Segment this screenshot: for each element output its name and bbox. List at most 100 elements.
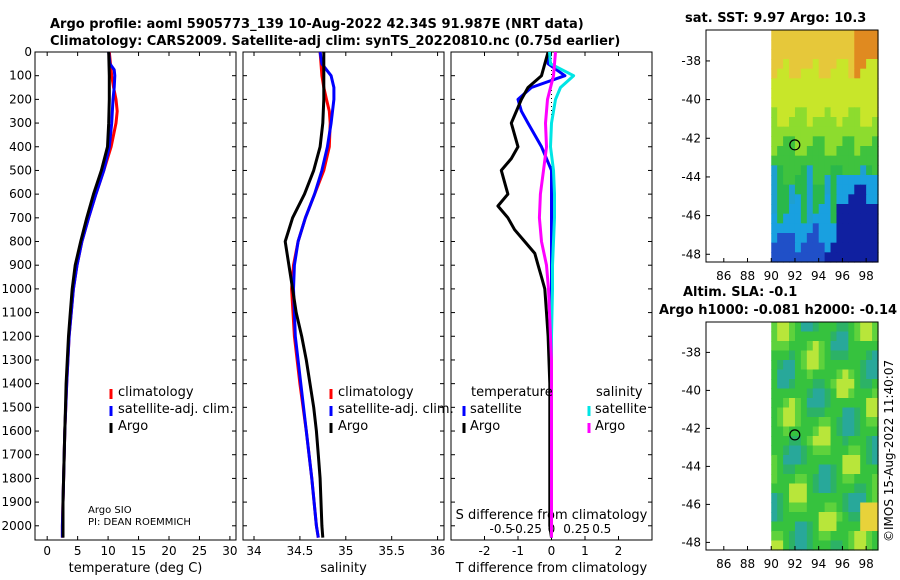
sla-map-cell [854, 474, 861, 485]
difference-xtick-label: 0 [548, 544, 556, 558]
sla-map-cell [848, 331, 855, 342]
sst-map-cell [860, 30, 867, 41]
sst-map-cell [812, 155, 820, 166]
sst-map-cell [860, 97, 867, 108]
sst-map-cell [771, 49, 778, 60]
temperature-xtick-label: 0 [43, 544, 51, 558]
sst-map-cell [854, 107, 861, 118]
sla-map-cell [806, 426, 814, 437]
sst-map-cell [812, 68, 820, 79]
sst-map-cell [789, 97, 796, 108]
sst-map-cell [777, 252, 784, 263]
sst-map-cell [783, 78, 790, 89]
sst-map-cell [794, 242, 802, 253]
sst-map-cell [794, 213, 802, 224]
sla-map-cell [824, 521, 832, 532]
depth-tick-label: 500 [9, 163, 32, 177]
sst-map-cell [771, 204, 778, 215]
sla-map-cell [848, 493, 855, 504]
sla-map-cell [866, 455, 873, 466]
sla-map-cell [794, 341, 802, 352]
sla-map-cell [789, 417, 796, 428]
sst-map-cell [794, 155, 802, 166]
sla-map-cell [836, 521, 844, 532]
sla-map-cell [806, 322, 814, 333]
sla-map-cell [872, 455, 879, 466]
sst-map-cell [866, 242, 873, 253]
depth-tick-label: 700 [9, 211, 32, 225]
sla-map-cell [830, 331, 838, 342]
sst-map-cell [842, 165, 849, 176]
sst-map-cell [872, 223, 879, 234]
sla-map-cell [824, 540, 832, 551]
sst-map-cell [771, 117, 778, 128]
sst-map-cell [777, 204, 784, 215]
sst-map-cell [866, 155, 873, 166]
sst-map-cell [783, 252, 790, 263]
sla-map-cell [794, 464, 802, 475]
sla-map-cell [854, 521, 861, 532]
sla-map-cell [866, 464, 873, 475]
sst-map-cell [836, 88, 844, 99]
sla-map-cell [806, 341, 814, 352]
sla-map-cell [860, 388, 867, 399]
sla-map-cell [800, 407, 808, 418]
sst-map-cell [812, 39, 820, 50]
sla-map-cell [830, 322, 838, 333]
sla-map-cell [872, 502, 879, 513]
sla-map-cell [824, 407, 832, 418]
sla-map-cell [771, 407, 778, 418]
sst-map-cell [830, 175, 838, 186]
sla-map-cell [836, 455, 844, 466]
sla-map-cell [866, 331, 873, 342]
sla-map-cell [836, 426, 844, 437]
sla-map-cell [836, 379, 844, 390]
sla-map-cell [783, 331, 790, 342]
sla-map-cell [783, 445, 790, 456]
sst-map-cell [806, 146, 814, 157]
sst-map-cell [783, 39, 790, 50]
sst-map-cell [818, 223, 826, 234]
sla-map-cell [842, 322, 849, 333]
sla-map-cell [866, 388, 873, 399]
sla-map-cell [836, 388, 844, 399]
sla-map-cell [842, 455, 849, 466]
sla-map-cell [860, 407, 867, 418]
sla-map-cell [872, 464, 879, 475]
sst-map-cell [800, 194, 808, 205]
sla-map-cell [777, 369, 784, 380]
sla-map-cell [818, 445, 826, 456]
sla-map-cell [818, 464, 826, 475]
sst-map-cell [818, 107, 826, 118]
sla-map-cell [771, 417, 778, 428]
sst-map-cell [789, 59, 796, 70]
sst-map-cell [836, 165, 844, 176]
sla-map-cell [800, 369, 808, 380]
sla-map-cell [771, 360, 778, 371]
sla-map-cell [860, 521, 867, 532]
sla-map-cell [830, 341, 838, 352]
sla-map-cell [806, 436, 814, 447]
sla-map-cell [830, 445, 838, 456]
sst-map-cell [866, 30, 873, 41]
sla-map-cell [794, 455, 802, 466]
sst-map-cell [789, 165, 796, 176]
sla-map-cell [824, 369, 832, 380]
sst-map-cell [806, 107, 814, 118]
sst-map-cell [830, 233, 838, 244]
sla-map-cell [800, 521, 808, 532]
sla-map-cell [842, 369, 849, 380]
sst-map-cell [872, 39, 879, 50]
sst-map-cell [860, 59, 867, 70]
sla-map-cell [789, 502, 796, 513]
sla-map-cell [794, 379, 802, 390]
sst-map-cell [777, 165, 784, 176]
depth-tick-label: 1000 [1, 282, 32, 296]
sla-map-cell [812, 360, 820, 371]
sla-map-cell [789, 398, 796, 409]
sla-map-cell [836, 322, 844, 333]
sla-map-cell [812, 398, 820, 409]
sst-map-cell [830, 107, 838, 118]
sla-map-cell [824, 493, 832, 504]
sla-map-cell [866, 398, 873, 409]
